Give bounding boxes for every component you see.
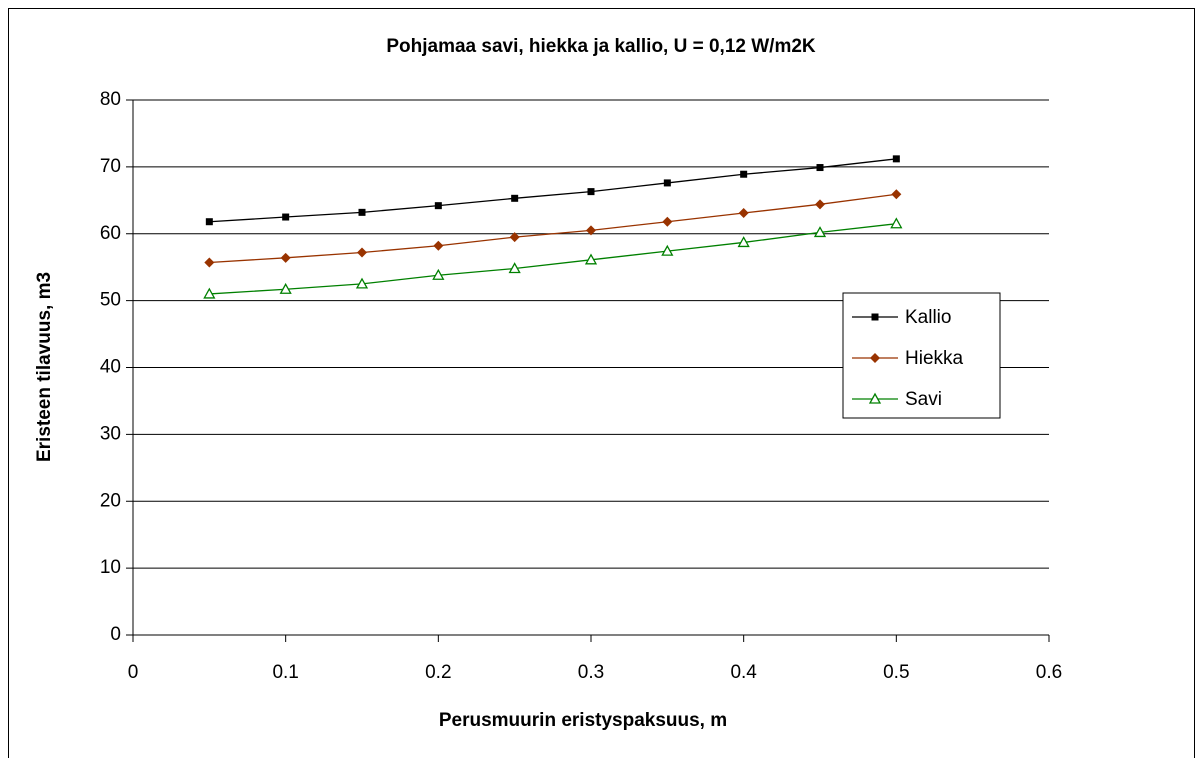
data-point: [815, 199, 825, 210]
data-point: [587, 188, 595, 196]
data-point: [509, 232, 520, 243]
data-point: [813, 226, 827, 238]
data-point: [508, 262, 521, 274]
y-tick-label: 20: [100, 490, 121, 511]
x-tick-label: 0.2: [425, 662, 451, 683]
data-point: [280, 252, 291, 263]
data-point: [511, 194, 519, 202]
x-axis-label: Perusmuurin eristyspaksuus, m: [439, 710, 727, 731]
data-point: [357, 247, 367, 258]
data-point: [584, 253, 598, 265]
data-point: [432, 268, 445, 280]
y-tick-label: 0: [110, 624, 121, 645]
x-tick-label: 0.4: [730, 662, 757, 683]
chart-border: [8, 8, 1195, 758]
data-point: [358, 208, 366, 216]
legend-marker: [870, 353, 880, 363]
x-tick-label: 0.1: [272, 662, 298, 683]
data-point: [892, 155, 900, 163]
x-tick-label: 0: [128, 662, 139, 683]
data-point: [205, 218, 213, 226]
data-point: [204, 257, 215, 268]
y-tick-label: 50: [100, 290, 121, 311]
series-line: [209, 223, 897, 295]
data-point: [890, 217, 903, 229]
data-point: [738, 208, 749, 219]
y-tick-label: 70: [100, 156, 121, 177]
data-point: [662, 216, 673, 227]
legend-label: Hiekka: [905, 348, 964, 369]
data-point: [355, 277, 369, 289]
y-tick-label: 60: [100, 223, 121, 244]
chart-title: Pohjamaa savi, hiekka ja kallio, U = 0,1…: [386, 36, 816, 57]
y-axis-label: Eristeen tilavuus, m3: [34, 272, 55, 462]
data-point: [661, 244, 674, 256]
data-point: [434, 202, 442, 210]
data-point: [816, 164, 824, 172]
data-point: [279, 282, 292, 294]
x-tick-label: 0.6: [1036, 662, 1062, 683]
series-line: [209, 193, 897, 264]
legend-marker: [871, 313, 879, 321]
data-point: [663, 179, 671, 187]
y-tick-label: 10: [100, 557, 121, 578]
legend-label: Savi: [905, 389, 942, 410]
y-tick-label: 80: [100, 89, 121, 110]
data-point: [740, 170, 748, 178]
data-point: [737, 236, 750, 248]
y-tick-label: 30: [100, 423, 121, 444]
data-point: [586, 225, 596, 236]
legend-marker: [868, 392, 882, 404]
data-point: [891, 189, 902, 200]
data-point: [282, 213, 290, 221]
legend-label: Kallio: [905, 307, 951, 328]
data-point: [433, 240, 444, 251]
data-point: [203, 287, 216, 299]
y-tick-label: 40: [100, 357, 121, 378]
legend-box: [842, 292, 1001, 419]
series-line: [209, 158, 897, 223]
x-tick-label: 0.3: [578, 662, 604, 683]
x-tick-label: 0.5: [883, 662, 909, 683]
